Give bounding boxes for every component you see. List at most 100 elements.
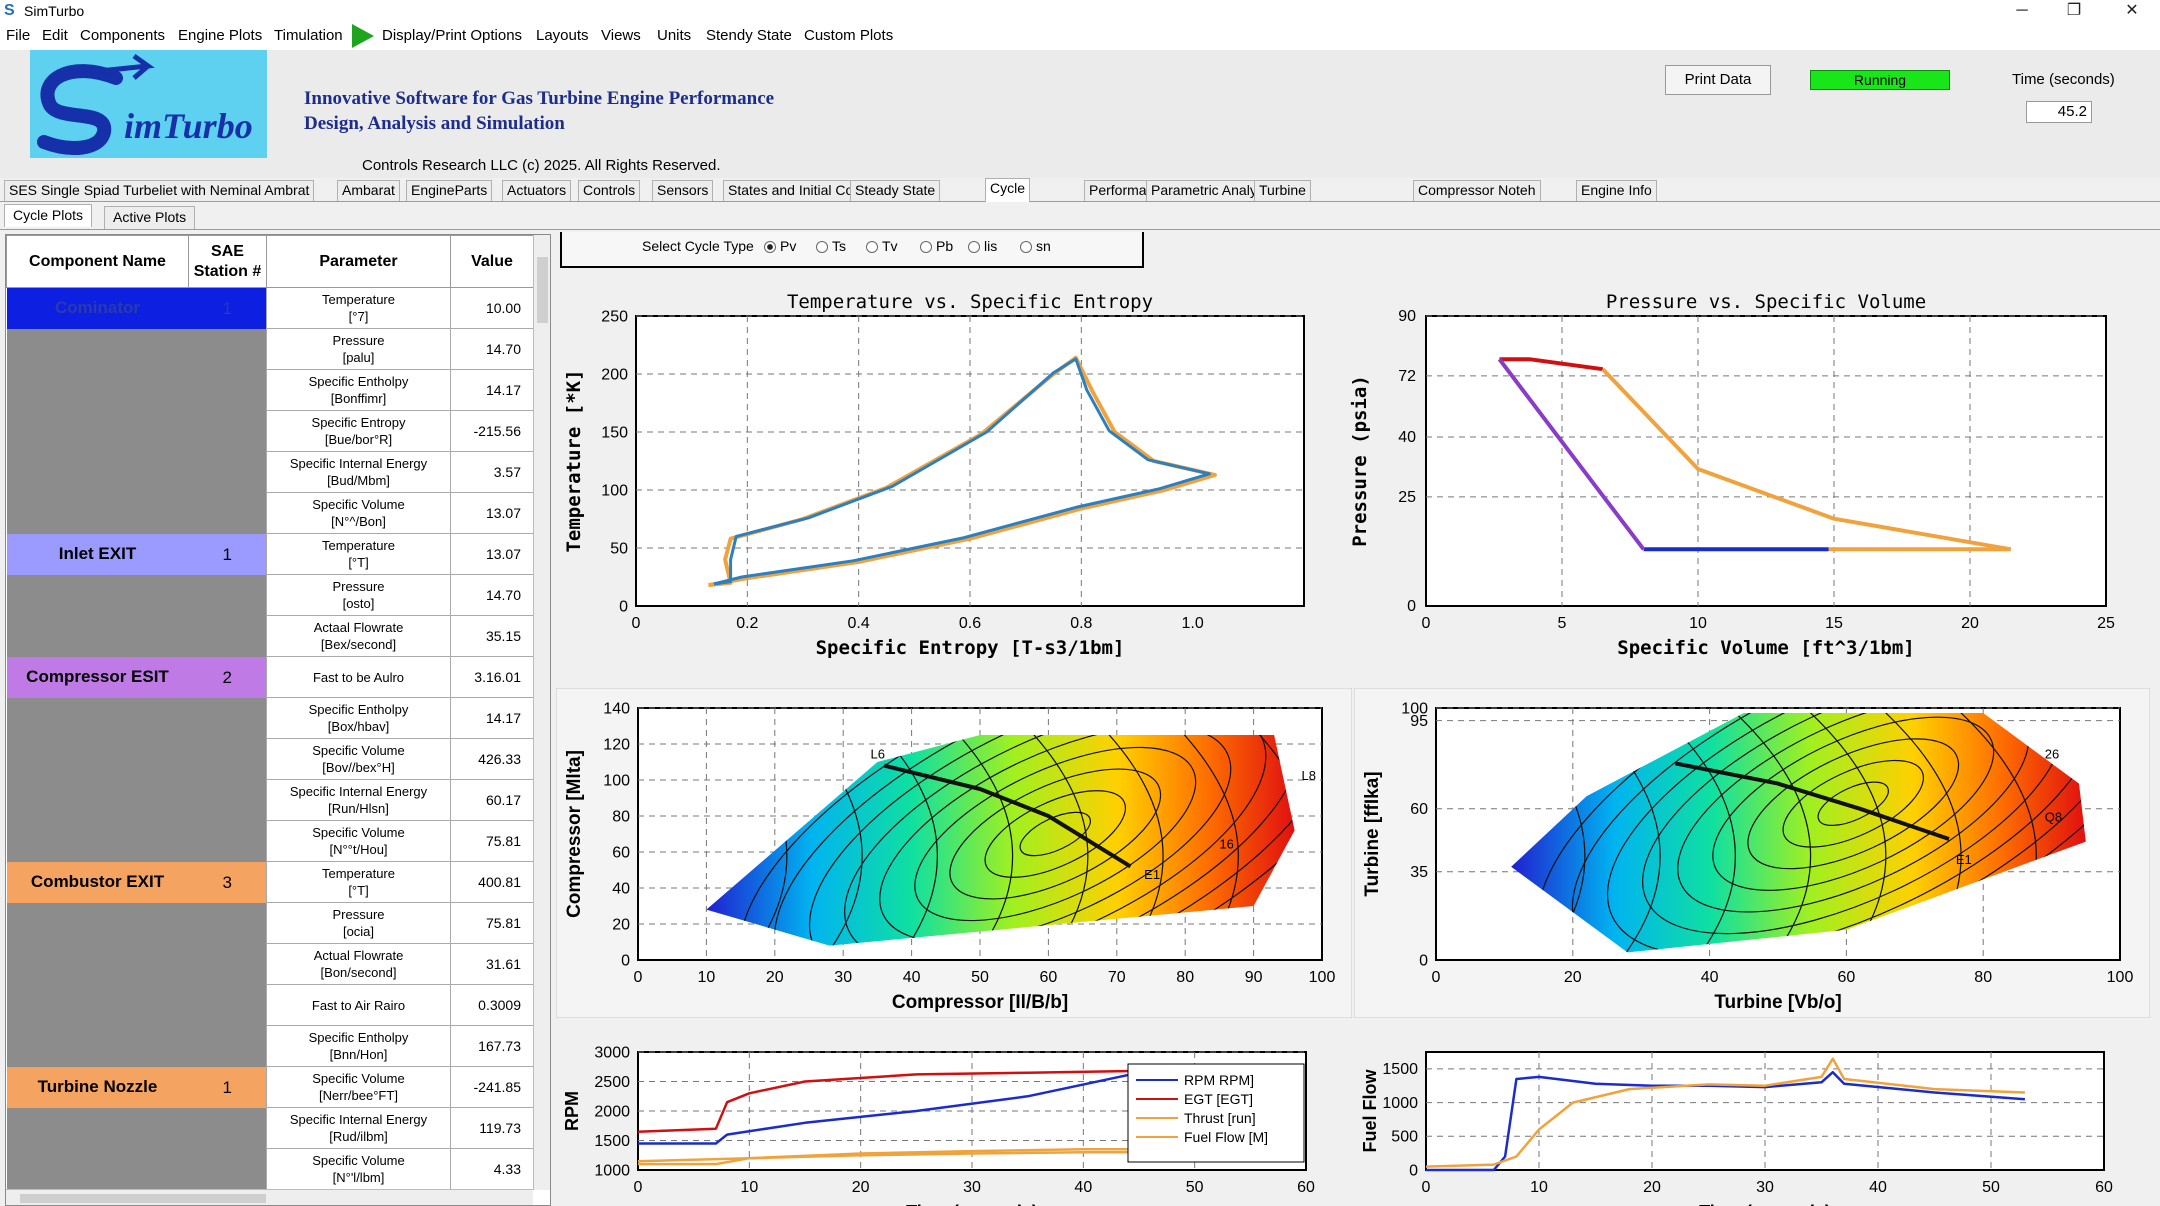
horizontal-scroll-thumb[interactable] xyxy=(20,1194,266,1203)
value-cell[interactable]: 14.70 xyxy=(450,328,534,370)
tab-cycle[interactable]: Cycle xyxy=(985,178,1031,202)
tab-engine-info[interactable]: Engine Info xyxy=(1576,180,1657,201)
print-data-button[interactable]: Print Data xyxy=(1665,65,1771,95)
radio-tv[interactable]: Tv xyxy=(866,238,898,254)
value-cell[interactable]: 426.33 xyxy=(450,738,534,780)
close-button[interactable]: ✕ xyxy=(2125,2,2139,19)
tab-ses-single-spiad-turbeliet-with-neminal-ambrat[interactable]: SES Single Spiad Turbeliet with Neminal … xyxy=(4,180,315,201)
tab-steady-state[interactable]: Steady State xyxy=(850,180,941,201)
radio-ts[interactable]: Ts xyxy=(816,238,846,254)
table-row[interactable]: Specific Internal Energy [Rud/ilbm] 119.73 xyxy=(6,1107,534,1149)
menu-edit[interactable]: Edit xyxy=(42,27,68,44)
table-row[interactable]: Fast to Air Rairo 0.3009 xyxy=(6,984,534,1026)
menu-timulation[interactable]: Timulation xyxy=(274,27,343,44)
table-row[interactable]: Specific Entropy [Bue/bor°R] -215.56 xyxy=(6,410,534,452)
menu-components[interactable]: Components xyxy=(80,27,166,44)
value-cell[interactable]: 14.17 xyxy=(450,697,534,739)
menu-layouts[interactable]: Layouts xyxy=(536,27,589,44)
table-row[interactable]: Specific Volume [N°°t/Hou] 75.81 xyxy=(6,820,534,862)
value-cell[interactable]: 14.70 xyxy=(450,574,534,616)
value-cell[interactable]: 31.61 xyxy=(450,943,534,985)
radio-dot[interactable] xyxy=(764,241,776,253)
table-row[interactable]: Specific Volume [Bov//bex°H] 426.33 xyxy=(6,738,534,780)
value-cell[interactable]: 13.07 xyxy=(450,533,534,575)
tab-ambarat[interactable]: Ambarat xyxy=(337,180,400,201)
table-row[interactable]: Specific Entholpy [Box/hbav] 14.17 xyxy=(6,697,534,739)
x-tick-label: 50 xyxy=(1982,1179,2000,1196)
menu-steady-state[interactable]: Stendy State xyxy=(706,27,792,44)
value-cell[interactable]: 119.73 xyxy=(450,1107,534,1149)
table-row[interactable]: Specific Volume [N°^/Bon] 13.07 xyxy=(6,492,534,534)
value-cell[interactable]: 4.33 xyxy=(450,1148,534,1190)
col-component-name[interactable]: Component Name xyxy=(6,235,189,288)
tab-controls[interactable]: Controls xyxy=(578,180,641,201)
menu-engine-plots[interactable]: Engine Plots xyxy=(178,27,263,44)
y-tick-label: 500 xyxy=(1391,1129,1418,1146)
tab-sensors[interactable]: Sensors xyxy=(652,180,714,201)
value-cell[interactable]: -215.56 xyxy=(450,410,534,452)
value-cell[interactable]: 75.81 xyxy=(450,902,534,944)
horizontal-scrollbar[interactable] xyxy=(6,1189,533,1205)
table-row[interactable]: Specific Volume [N°'l/lbm] 4.33 xyxy=(6,1148,534,1190)
parameter-cell: Specific Volume [N°^/Bon] xyxy=(266,492,451,534)
table-row[interactable]: Pressure [palu] 14.70 xyxy=(6,328,534,370)
col-sae-station[interactable]: SAE Station # xyxy=(188,235,267,288)
table-row[interactable]: Turbine Nozzle 1 Specific Volume [Nerr/bee°… xyxy=(6,1066,534,1108)
col-value[interactable]: Value xyxy=(450,235,534,288)
maximize-button[interactable]: ❐ xyxy=(2066,2,2082,19)
value-cell[interactable]: 10.00 xyxy=(450,287,534,329)
radio-pb[interactable]: Pb xyxy=(920,238,953,254)
value-cell[interactable]: 60.17 xyxy=(450,779,534,821)
table-row[interactable]: Cominator 1 Temperature [°7] 10.00 xyxy=(6,287,534,329)
table-row[interactable]: Pressure [ocia] 75.81 xyxy=(6,902,534,944)
menu-file[interactable]: File xyxy=(6,27,31,44)
table-row[interactable]: Actual Flowrate [Bon/second] 31.61 xyxy=(6,943,534,985)
time-field[interactable]: 45.2 xyxy=(2026,101,2092,123)
table-row[interactable]: Specific Entholpy [Bnn/Hon] 167.73 xyxy=(6,1025,534,1067)
vertical-scroll-thumb[interactable] xyxy=(537,257,548,323)
value-cell[interactable]: 3.57 xyxy=(450,451,534,493)
parameter-name: Specific Entholpy xyxy=(308,374,409,389)
tab-turbine[interactable]: Turbine xyxy=(1254,180,1311,201)
radio-dot[interactable] xyxy=(968,241,980,253)
table-row[interactable]: Specific Entholpy [Bonffimr] 14.17 xyxy=(6,369,534,411)
subtab-cycle-plots[interactable]: Cycle Plots xyxy=(4,204,93,227)
radio-sn[interactable]: sn xyxy=(1020,238,1051,254)
rpm-series-line xyxy=(638,1071,1140,1145)
table-row[interactable]: Actaal Flowrate [Bex/second] 35.15 xyxy=(6,615,534,657)
subtab-active-plots[interactable]: Active Plots xyxy=(104,206,196,229)
value-cell[interactable]: 75.81 xyxy=(450,820,534,862)
value-cell[interactable]: 3.16.01 xyxy=(450,656,534,698)
play-icon[interactable] xyxy=(352,24,374,48)
menu-display-print[interactable]: Display/Print Options xyxy=(382,27,523,44)
tab-compressor-noteh[interactable]: Compressor Noteh xyxy=(1413,180,1541,201)
value-cell[interactable]: 400.81 xyxy=(450,861,534,903)
menu-custom-plots[interactable]: Custom Plots xyxy=(804,27,894,44)
value-cell[interactable]: 13.07 xyxy=(450,492,534,534)
radio-dot[interactable] xyxy=(816,241,828,253)
minimize-button[interactable]: ─ xyxy=(2016,2,2028,19)
radio-dot[interactable] xyxy=(920,241,932,253)
table-row[interactable]: Compressor ESIT 2 Fast to be Aulro 3.16.01 xyxy=(6,656,534,698)
menu-views[interactable]: Views xyxy=(601,27,641,44)
radio-dot[interactable] xyxy=(1020,241,1032,253)
value-cell[interactable]: 35.15 xyxy=(450,615,534,657)
vertical-scrollbar[interactable] xyxy=(533,235,550,1190)
tab-actuators[interactable]: Actuators xyxy=(502,180,572,201)
y-tick-label: 1000 xyxy=(1382,1095,1418,1112)
value-cell[interactable]: 167.73 xyxy=(450,1025,534,1067)
value-cell[interactable]: -241.85 xyxy=(450,1066,534,1108)
table-row[interactable]: Combustor EXIT 3 Temperature [°T] 400.81 xyxy=(6,861,534,903)
table-row[interactable]: Specific Internal Energy [Run/Hlsn] 60.17 xyxy=(6,779,534,821)
table-row[interactable]: Inlet EXIT 1 Temperature [°T] 13.07 xyxy=(6,533,534,575)
table-row[interactable]: Pressure [osto] 14.70 xyxy=(6,574,534,616)
value-cell[interactable]: 0.3009 xyxy=(450,984,534,1026)
radio-pv[interactable]: Pv xyxy=(764,238,796,254)
radio-dot[interactable] xyxy=(866,241,878,253)
menu-units[interactable]: Units xyxy=(657,27,692,44)
value-cell[interactable]: 14.17 xyxy=(450,369,534,411)
table-row[interactable]: Specific Internal Energy [Bud/Mbm] 3.57 xyxy=(6,451,534,493)
radio-lis[interactable]: lis xyxy=(968,238,997,254)
col-parameter[interactable]: Parameter xyxy=(266,235,451,288)
tab-engineparts[interactable]: EngineParts xyxy=(406,180,493,201)
